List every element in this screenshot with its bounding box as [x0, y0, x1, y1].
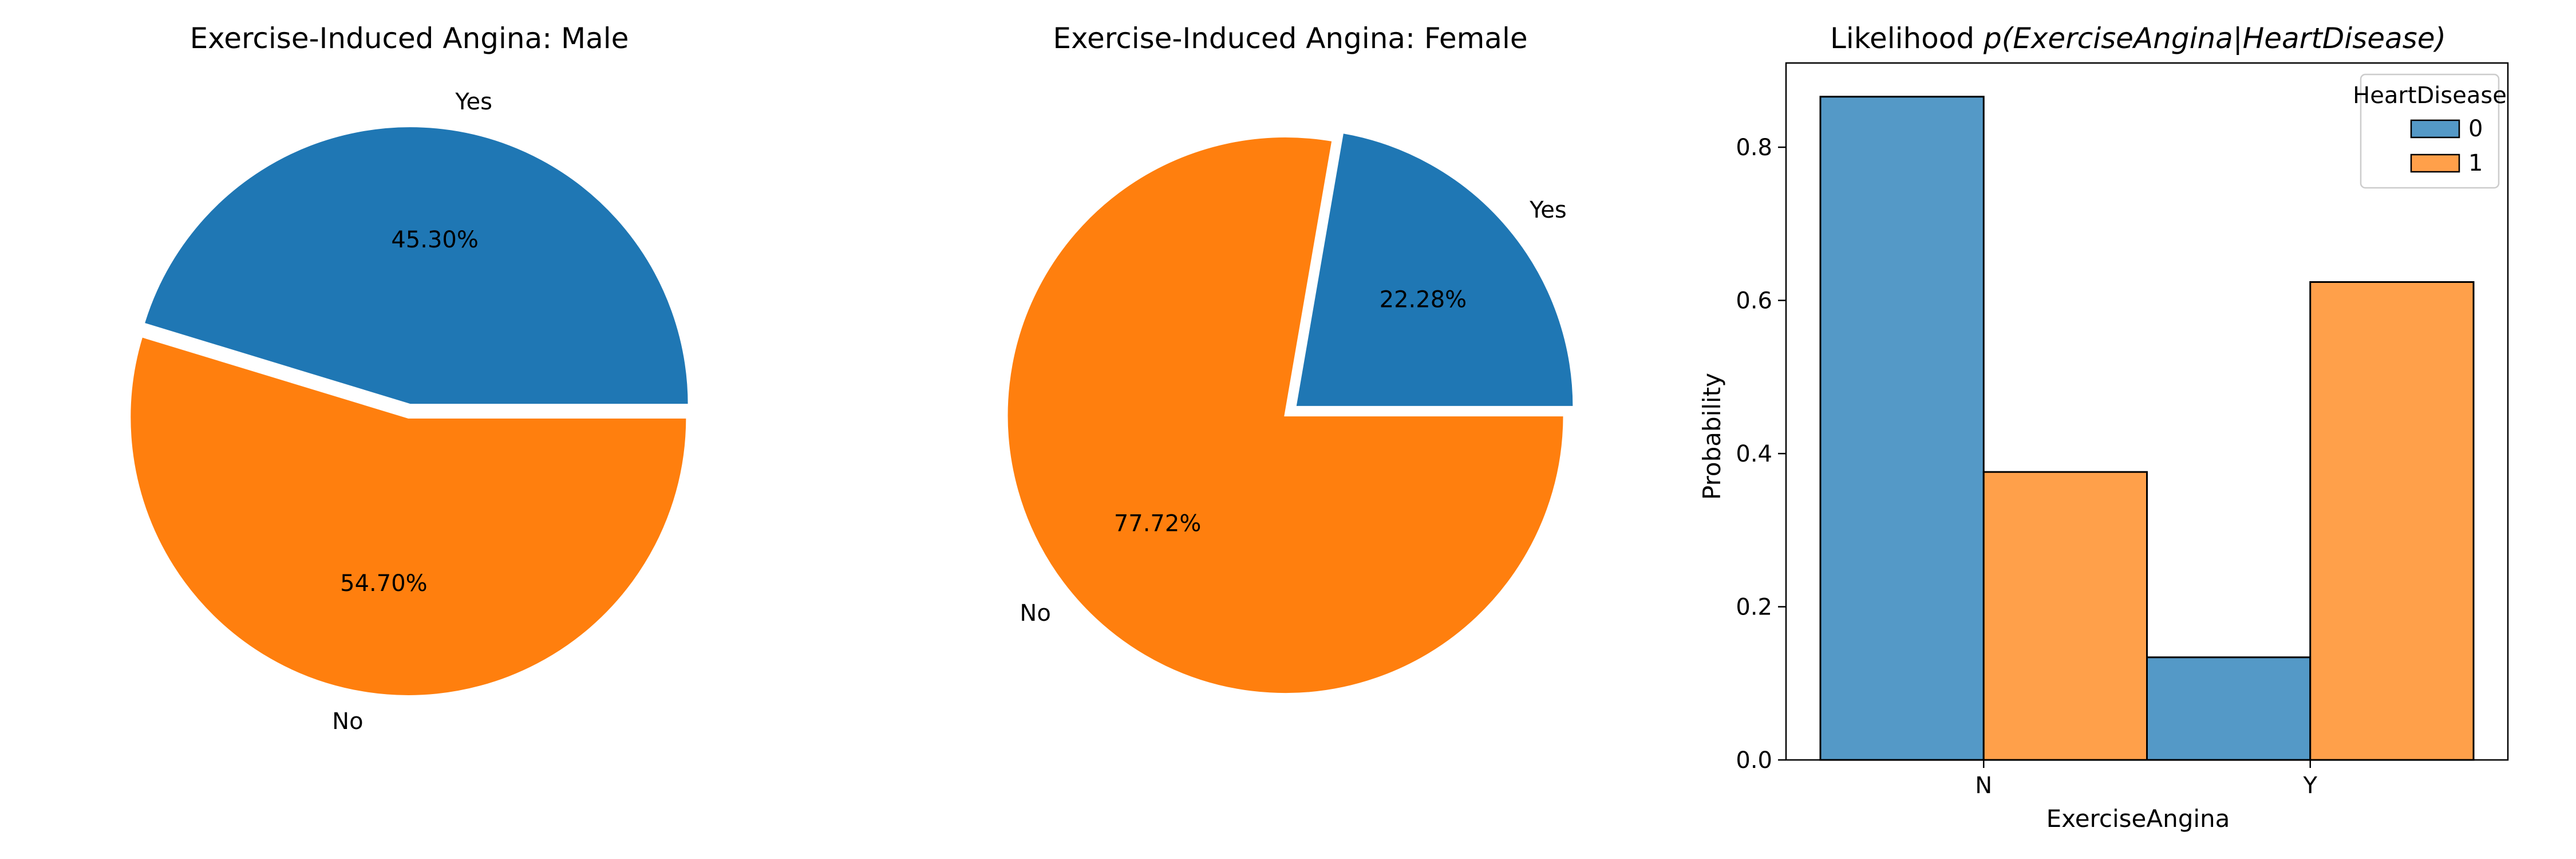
legend-swatch-0: [2410, 119, 2460, 139]
male-slice-no: [128, 334, 689, 698]
male-pct-label-yes: 45.30%: [391, 227, 479, 253]
legend-label-0: 0: [2468, 116, 2483, 142]
female-slice-yes: [1294, 131, 1575, 408]
y-axis-label: Probability: [1698, 373, 1726, 500]
x-tick-label-n: N: [1975, 773, 1992, 799]
pie-chart-female: Exercise-Induced Angina: Female 22.28% Ye…: [1005, 22, 1575, 696]
bar-chart-likelihood: Likelihood p(ExerciseAngina|HeartDisease…: [1698, 22, 2509, 833]
pie-chart-male: Exercise-Induced Angina: Male 45.30% Yes 5…: [128, 22, 690, 735]
legend-title: HeartDisease: [2353, 82, 2507, 109]
male-slice-yes: [142, 125, 690, 407]
bar-y-heartdisease-1: [2309, 281, 2475, 761]
pie-male-title: Exercise-Induced Angina: Male: [190, 22, 629, 55]
female-slice-no: [1005, 135, 1566, 696]
female-pct-label-no: 77.72%: [1114, 510, 1202, 537]
female-label-no: No: [1020, 600, 1050, 626]
male-label-yes: Yes: [455, 89, 492, 115]
bar-chart-title: Likelihood p(ExerciseAngina|HeartDisease…: [1830, 22, 2446, 55]
y-tick-label: 0.6: [1736, 288, 1772, 314]
y-tick-label: 0.2: [1736, 594, 1772, 621]
male-pct-label-no: 54.70%: [340, 570, 428, 597]
x-axis-label: ExerciseAngina: [2046, 805, 2230, 833]
legend: HeartDisease 0 1: [2353, 73, 2507, 189]
pie-female-title: Exercise-Induced Angina: Female: [1053, 22, 1527, 55]
male-label-no: No: [332, 708, 363, 735]
x-tick-label-y: Y: [2303, 773, 2318, 799]
bar-y-heartdisease-0: [2146, 656, 2312, 761]
legend-swatch-1: [2410, 153, 2460, 173]
plot-frame: [1785, 62, 2509, 761]
legend-label-1: 1: [2468, 150, 2483, 176]
female-label-yes: Yes: [1529, 197, 1567, 223]
female-pct-label-yes: 22.28%: [1380, 287, 1467, 313]
bar-n-heartdisease-0: [1819, 96, 1985, 761]
bar-n-heartdisease-1: [1982, 471, 2148, 761]
y-tick-label: 0.8: [1736, 135, 1772, 161]
y-tick-label: 0.4: [1736, 441, 1772, 467]
y-tick-label: 0.0: [1736, 747, 1772, 774]
